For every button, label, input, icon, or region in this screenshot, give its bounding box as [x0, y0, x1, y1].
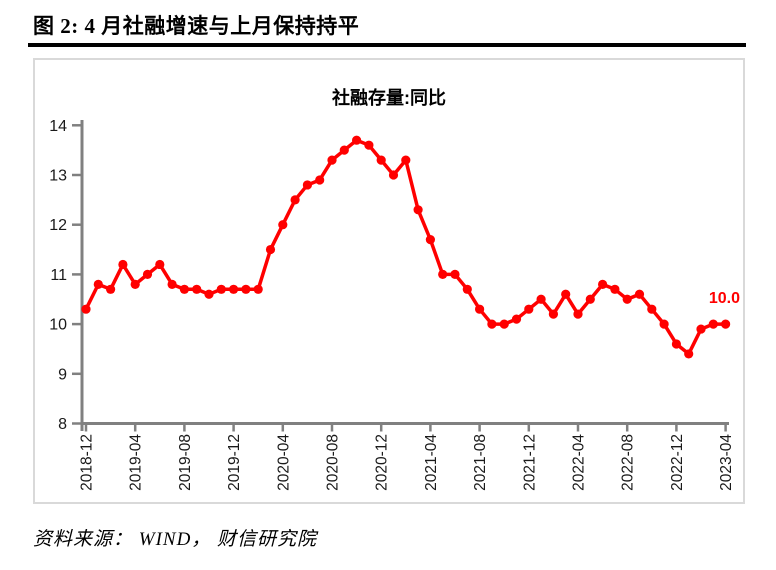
data-point [315, 175, 325, 185]
data-point [462, 284, 472, 294]
data-point [179, 284, 189, 294]
data-point [229, 284, 239, 294]
data-point [81, 304, 91, 314]
data-point [438, 269, 448, 279]
x-tick-label: 2019-12 [226, 434, 243, 491]
data-point [487, 319, 497, 329]
data-point [265, 244, 276, 255]
data-point [352, 135, 362, 145]
x-tick-label: 2019-04 [128, 434, 145, 491]
x-tick-label: 2019-08 [177, 434, 194, 491]
data-point [696, 324, 706, 334]
data-point [253, 284, 263, 294]
data-point [610, 284, 620, 294]
x-tick-label: 2021-04 [423, 434, 440, 491]
data-point [425, 235, 435, 245]
data-point [622, 294, 632, 304]
x-tick-label: 2023-04 [718, 434, 735, 491]
chart-title: 社融存量:同比 [332, 88, 446, 108]
x-tick-label: 2018-12 [79, 434, 96, 491]
data-point [598, 279, 608, 289]
data-point [278, 220, 288, 230]
data-point [364, 140, 374, 150]
x-tick-label: 2022-04 [571, 434, 588, 491]
data-point [536, 294, 546, 304]
line-chart: 8 9 10 11 12 13 14 2018-12 2019-04 2019-08 2019-12… [49, 118, 740, 491]
end-value-label: 10.0 [709, 290, 740, 307]
x-tick-label: 2020-08 [325, 434, 342, 491]
data-point [401, 155, 411, 165]
data-point [511, 314, 522, 324]
data-point [708, 319, 718, 329]
data-point [216, 284, 226, 294]
data-point [524, 304, 534, 314]
data-point [142, 269, 153, 279]
data-point [290, 195, 300, 205]
data-point [721, 319, 731, 329]
data-point [561, 289, 571, 299]
x-tick-label: 2022-12 [669, 434, 686, 491]
data-point [548, 309, 559, 319]
data-point [634, 289, 645, 299]
data-point [327, 155, 337, 165]
data-point [302, 180, 312, 190]
figure-title: 图 2: 4 月社融增速与上月保持持平 [33, 14, 360, 38]
data-point [585, 294, 595, 304]
y-tick-label: 8 [58, 416, 67, 433]
x-tick-label: 2022-08 [620, 434, 637, 491]
x-tick-label: 2021-12 [521, 434, 538, 491]
series-line [84, 138, 726, 356]
data-point [499, 319, 509, 329]
data-point [573, 309, 583, 319]
data-point [413, 205, 423, 215]
data-point [388, 170, 399, 180]
y-tick-label: 12 [49, 217, 67, 234]
x-tick-label: 2020-12 [374, 434, 391, 491]
data-point [671, 339, 682, 349]
x-tick-label: 2020-04 [275, 434, 292, 491]
data-point [106, 284, 116, 294]
source-note: 资料来源： WIND， 财信研究院 [33, 529, 318, 550]
data-point [475, 304, 485, 314]
data-point [647, 304, 657, 314]
title-rule [28, 43, 746, 47]
data-point [93, 279, 103, 289]
data-point [192, 284, 202, 294]
data-point [684, 349, 694, 359]
y-tick-label: 11 [50, 267, 67, 284]
data-point [659, 319, 669, 329]
y-tick-label: 13 [49, 168, 67, 185]
chart-area: 社融存量:同比 8 9 10 11 12 13 14 2018-12 2019-04 2019-0… [33, 58, 745, 504]
data-point [155, 259, 165, 270]
y-tick-label: 9 [58, 366, 67, 383]
data-point [118, 259, 128, 270]
data-point [130, 279, 140, 289]
data-point [339, 145, 349, 155]
y-tick-label: 10 [49, 317, 67, 334]
data-point [204, 289, 214, 299]
y-tick-label: 14 [49, 118, 67, 135]
data-point [376, 155, 386, 165]
x-tick-label: 2021-08 [472, 434, 489, 491]
data-point [450, 269, 460, 279]
data-point [241, 284, 251, 294]
data-point [167, 279, 177, 289]
